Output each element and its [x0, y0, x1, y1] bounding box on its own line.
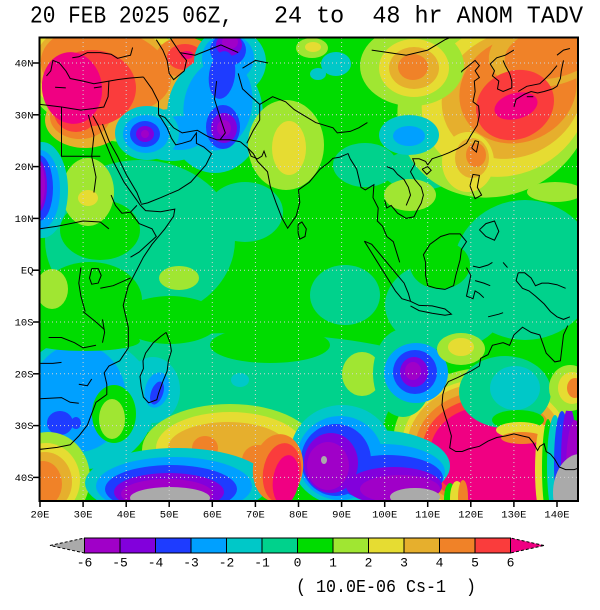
- svg-text:0: 0: [294, 556, 302, 571]
- svg-text:100E: 100E: [372, 510, 397, 522]
- svg-text:4: 4: [436, 556, 444, 571]
- svg-text:140E: 140E: [544, 510, 569, 522]
- svg-text:30E: 30E: [74, 510, 93, 522]
- svg-text:-3: -3: [183, 556, 199, 571]
- svg-text:10N: 10N: [15, 214, 34, 226]
- svg-text:20E: 20E: [31, 510, 50, 522]
- svg-text:10S: 10S: [15, 318, 34, 330]
- svg-text:40N: 40N: [15, 59, 34, 71]
- svg-text:-5: -5: [112, 556, 128, 571]
- svg-text:20S: 20S: [15, 369, 34, 381]
- svg-text:60E: 60E: [203, 510, 222, 522]
- svg-text:90E: 90E: [332, 510, 351, 522]
- svg-text:6: 6: [507, 556, 515, 571]
- svg-text:3: 3: [400, 556, 408, 571]
- svg-text:40E: 40E: [117, 510, 136, 522]
- svg-text:2: 2: [365, 556, 373, 571]
- svg-text:120E: 120E: [458, 510, 483, 522]
- svg-text:130E: 130E: [501, 510, 526, 522]
- svg-text:24 to 48 hr ANOM TADV: 24 to 48 hr ANOM TADV: [274, 4, 584, 31]
- svg-text:30N: 30N: [15, 110, 34, 122]
- svg-text:-2: -2: [219, 556, 235, 571]
- svg-text:-6: -6: [77, 556, 93, 571]
- svg-text:40S: 40S: [15, 473, 34, 485]
- svg-text:30S: 30S: [15, 421, 34, 433]
- svg-text:110E: 110E: [415, 510, 440, 522]
- svg-text:80E: 80E: [289, 510, 308, 522]
- svg-text:70E: 70E: [246, 510, 265, 522]
- svg-text:-4: -4: [148, 556, 164, 571]
- svg-text:20 FEB 2025 06Z,: 20 FEB 2025 06Z,: [30, 4, 233, 31]
- svg-text:EQ: EQ: [21, 266, 34, 278]
- svg-text:20N: 20N: [15, 162, 34, 174]
- svg-text:5: 5: [471, 556, 479, 571]
- svg-text:( 10.0E-06 Cs-1 ): ( 10.0E-06 Cs-1 ): [296, 578, 476, 598]
- svg-text:1: 1: [329, 556, 337, 571]
- svg-text:50E: 50E: [160, 510, 179, 522]
- svg-text:-1: -1: [254, 556, 270, 571]
